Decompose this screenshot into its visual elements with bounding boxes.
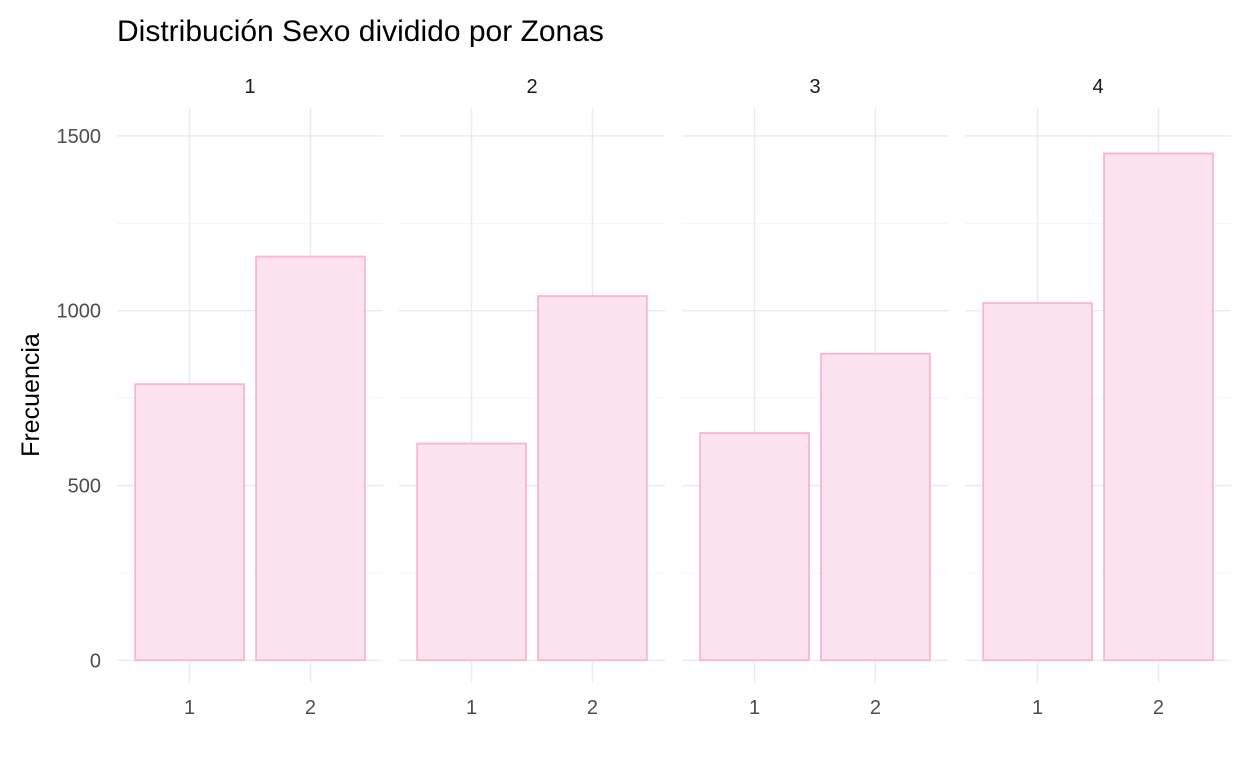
y-tick-label: 500 [68, 476, 101, 498]
bar-zona-2-sexo-1 [416, 442, 527, 662]
y-tick-label: 0 [90, 650, 101, 672]
x-tick-label: 1 [1032, 697, 1043, 719]
facet-panel: 1 2 1 [117, 76, 383, 719]
bar-zona-3-sexo-2 [820, 352, 931, 662]
facet-panel: 1 2 3 [682, 76, 948, 719]
facet-panel: 1 2 2 [399, 76, 665, 719]
x-tick-label: 2 [587, 697, 598, 719]
bar-zona-2-sexo-2 [537, 295, 648, 662]
y-axis-title: Frecuencia [17, 333, 45, 457]
x-tick-label: 2 [305, 697, 316, 719]
chart-title: Distribución Sexo dividido por Zonas [117, 15, 604, 48]
bar-zona-4-sexo-2 [1103, 152, 1214, 662]
x-tick-label: 1 [749, 697, 760, 719]
y-tick-label: 1000 [57, 301, 102, 323]
bar-zona-4-sexo-1 [982, 302, 1093, 662]
facet-strip-label: 1 [244, 76, 255, 98]
facet-panel: 1 2 4 [965, 76, 1231, 719]
x-tick-label: 1 [184, 697, 195, 719]
y-axis-ticks: 0 500 1000 1500 [57, 126, 102, 672]
facet-strip-label: 2 [526, 76, 537, 98]
bar-zona-1-sexo-1 [134, 383, 245, 662]
y-tick-label: 1500 [57, 126, 102, 148]
facet-panels: 1 2 1 1 2 2 1 2 3 1 2 4 [117, 76, 1231, 719]
bar-zona-1-sexo-2 [255, 255, 366, 662]
facet-strip-label: 3 [809, 76, 820, 98]
facet-strip-label: 4 [1092, 76, 1103, 98]
x-tick-label: 2 [1153, 697, 1164, 719]
bar-zona-3-sexo-1 [699, 432, 810, 662]
x-tick-label: 2 [870, 697, 881, 719]
x-tick-label: 1 [466, 697, 477, 719]
